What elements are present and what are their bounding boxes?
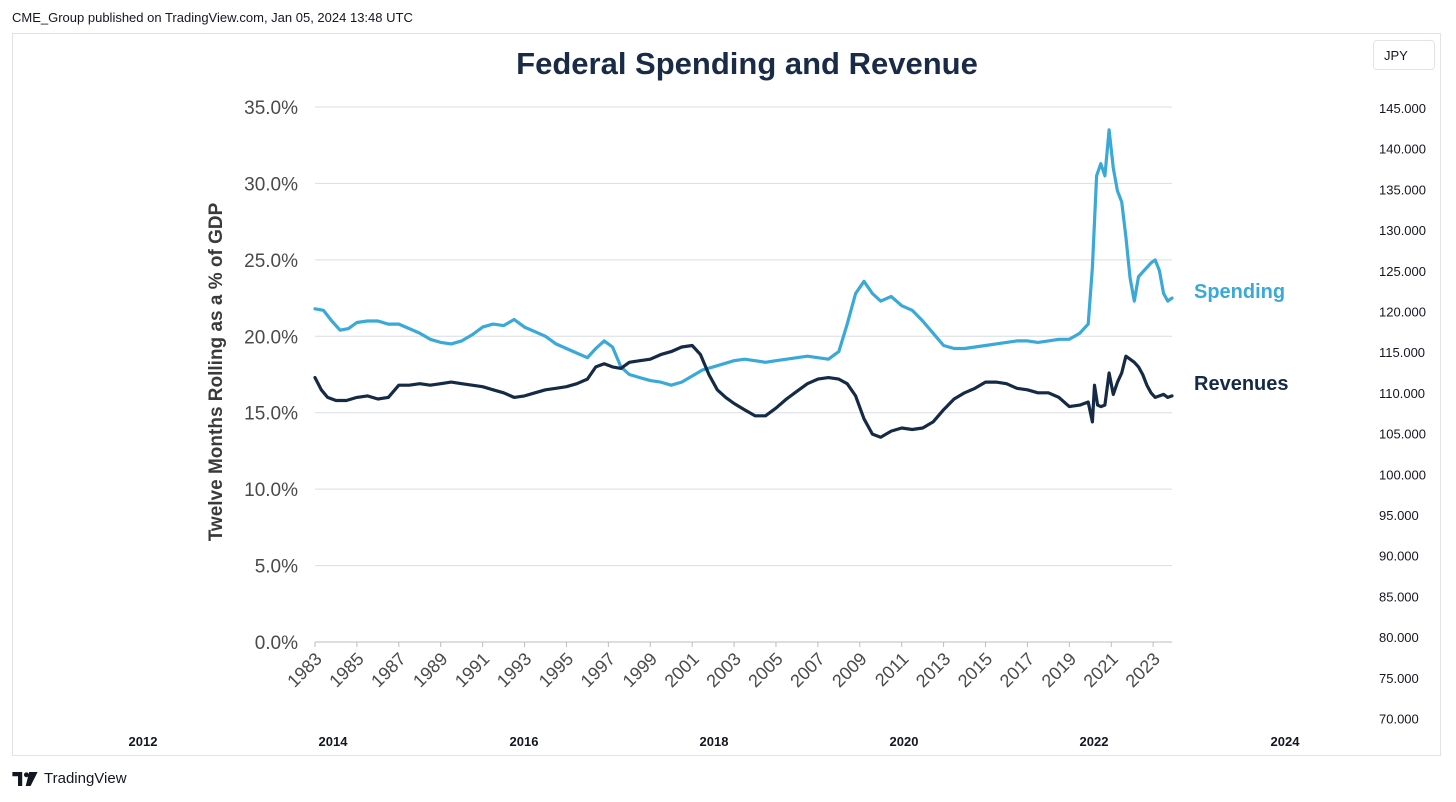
- price-axis-label: 105.000: [1379, 427, 1426, 442]
- price-axis-label: 75.000: [1379, 671, 1419, 686]
- x-tick-label: 2017: [996, 649, 1038, 691]
- price-axis-label: 100.000: [1379, 467, 1426, 482]
- x-tick-label: 1987: [367, 649, 409, 691]
- currency-button[interactable]: JPY: [1373, 40, 1435, 70]
- price-axis-label: 130.000: [1379, 223, 1426, 238]
- price-axis-label: 120.000: [1379, 305, 1426, 320]
- chart-title: Federal Spending and Revenue: [516, 46, 978, 81]
- time-axis-label: 2018: [700, 734, 729, 749]
- price-axis-label: 110.000: [1379, 386, 1425, 401]
- time-axis-label: 2014: [319, 734, 349, 749]
- y-tick-label: 30.0%: [244, 174, 298, 195]
- y-tick-label: 35.0%: [244, 98, 298, 119]
- x-tick-label: 2009: [828, 649, 870, 691]
- price-axis-label: 70.000: [1379, 712, 1419, 727]
- tradingview-logo-icon: [12, 771, 38, 786]
- x-tick-label: 2019: [1038, 649, 1080, 691]
- price-axis-label: 95.000: [1379, 508, 1419, 523]
- price-axis-label: 145.000: [1379, 101, 1426, 116]
- x-tick-label: 2007: [786, 649, 828, 691]
- footer-brand[interactable]: TradingView: [12, 770, 127, 787]
- y-tick-label: 5.0%: [255, 557, 298, 578]
- x-tick-label: 1999: [619, 649, 661, 691]
- series-line-revenues: [313, 343, 1174, 439]
- publisher-line: CME_Group published on TradingView.com, …: [12, 10, 413, 25]
- price-axis-label: 85.000: [1379, 589, 1419, 604]
- y-tick-label: 15.0%: [244, 404, 298, 425]
- price-axis-label: 90.000: [1379, 549, 1419, 564]
- price-axis-label: 115.000: [1379, 345, 1425, 360]
- x-tick-label: 1993: [493, 649, 535, 691]
- price-axis-label: 80.000: [1379, 630, 1419, 645]
- x-tick-label: 1983: [283, 649, 325, 691]
- x-tick-label: 1997: [577, 649, 619, 691]
- time-axis-label: 2020: [890, 734, 919, 749]
- x-tick-label: 2023: [1122, 649, 1164, 691]
- y-axis-label: Twelve Months Rolling as a % of GDP: [206, 202, 227, 541]
- price-axis-label: 140.000: [1379, 142, 1426, 157]
- x-tick-label: 2003: [702, 649, 744, 691]
- x-tick-label: 1985: [325, 649, 367, 691]
- x-tick-label: 2005: [744, 649, 786, 691]
- chart-frame[interactable]: [12, 33, 1441, 756]
- y-tick-label: 10.0%: [244, 480, 298, 501]
- x-tick-label: 2015: [954, 649, 996, 691]
- x-tick-label: 1995: [535, 649, 577, 691]
- y-tick-label: 0.0%: [255, 633, 298, 654]
- price-axis-label: 135.000: [1379, 182, 1426, 197]
- y-tick-label: 20.0%: [244, 327, 298, 348]
- x-tick-label: 2001: [661, 649, 703, 691]
- footer-brand-label: TradingView: [44, 770, 127, 787]
- time-axis-label: 2022: [1080, 734, 1109, 749]
- x-tick-label: 2021: [1080, 649, 1122, 691]
- series-label-spending: Spending: [1194, 281, 1285, 303]
- x-tick-label: 1991: [451, 649, 493, 691]
- y-tick-label: 25.0%: [244, 251, 298, 272]
- price-axis-label: 125.000: [1379, 264, 1426, 279]
- time-axis-label: 2012: [129, 734, 158, 749]
- time-axis-label: 2024: [1271, 734, 1301, 749]
- time-axis-label: 2016: [510, 734, 539, 749]
- x-tick-label: 1989: [409, 649, 451, 691]
- series-label-revenues: Revenues: [1194, 373, 1289, 395]
- x-tick-label: 2013: [912, 649, 954, 691]
- x-tick-label: 2011: [871, 649, 913, 691]
- series-line-spending: [313, 128, 1174, 387]
